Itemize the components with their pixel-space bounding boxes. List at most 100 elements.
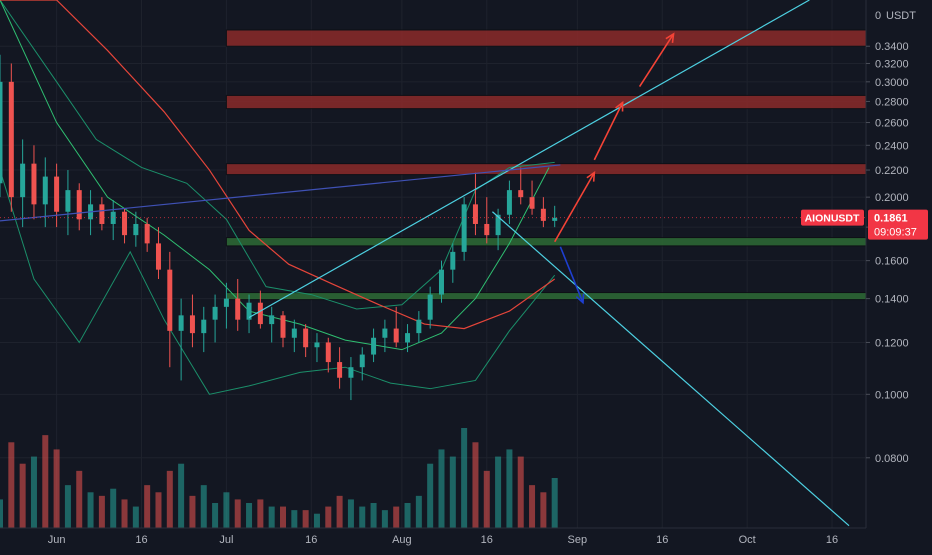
arrow-head: [586, 171, 596, 182]
volume-bar: [223, 492, 230, 528]
time-axis-background: [0, 528, 932, 550]
volume-bar: [325, 506, 332, 528]
volume-bar: [0, 499, 3, 528]
price-tick-label: 0.3200: [875, 58, 909, 70]
candle-body: [416, 319, 422, 334]
arrow-head: [665, 32, 675, 43]
time-tick-label: 16: [305, 534, 317, 546]
candlesticks[interactable]: [0, 54, 558, 401]
volume-bar: [19, 463, 26, 528]
price-tick-label: 0.3000: [875, 77, 909, 89]
volume-bar: [144, 485, 151, 528]
volume-bar: [415, 495, 422, 528]
volume-bar: [87, 492, 94, 528]
candle-body: [314, 342, 320, 348]
candle-body: [382, 328, 388, 338]
candle-body: [291, 328, 297, 338]
time-tick-label: Jul: [219, 534, 233, 546]
volume-bar: [461, 428, 468, 528]
volume-bar: [268, 506, 275, 528]
price-tick-label: 0.3400: [875, 41, 909, 53]
price-tag: [868, 209, 928, 240]
volume-bar: [427, 463, 434, 528]
volume-bar: [529, 485, 536, 528]
candle-body: [110, 211, 116, 224]
candle-body: [540, 208, 546, 221]
trend-line: [248, 0, 810, 319]
candle-body: [325, 342, 331, 363]
volume-bar: [370, 503, 377, 528]
candle-body: [371, 337, 377, 355]
candle-body: [529, 197, 535, 209]
price-axis[interactable]: 0.3400 0.3200 0.3000 0.2800 0.2600 0.2400 0.22…: [865, 0, 932, 550]
time-tick-label: Oct: [739, 534, 756, 546]
candle-body: [42, 176, 48, 205]
price-axis-background: [866, 0, 932, 550]
symbol-tag: [801, 209, 864, 226]
candle-body: [506, 190, 512, 215]
price-tick-label: 0.2600: [875, 118, 909, 130]
indicator-lines: [0, 0, 556, 395]
price-tick-label: 0.1400: [875, 294, 909, 306]
volume-bar: [30, 456, 37, 528]
arrow-head: [575, 293, 585, 305]
volume-bar: [178, 463, 185, 528]
candle-body: [99, 204, 105, 224]
time-tick-label: Jun: [48, 534, 66, 546]
candle-body: [155, 243, 161, 270]
volume-bar: [517, 456, 524, 528]
candle-body: [31, 163, 37, 205]
candle-body: [212, 306, 218, 320]
candle-body: [144, 223, 150, 244]
candle-body: [246, 302, 252, 320]
time-tick-label: Sep: [568, 534, 588, 546]
volume-bar: [98, 495, 105, 528]
candle-body: [495, 214, 501, 236]
volume-bar: [393, 506, 400, 528]
volume-bar: [506, 449, 513, 528]
support-zone: [225, 237, 867, 247]
volume-bar: [381, 510, 388, 528]
volume-bar: [313, 513, 320, 528]
price-tick-label: 0.1200: [875, 337, 909, 349]
volume-bar: [540, 492, 547, 528]
candle-body: [393, 328, 399, 343]
volume-bar: [189, 495, 196, 528]
volume-bar: [438, 449, 445, 528]
volume-bar: [76, 470, 83, 528]
volume-bars: [0, 428, 558, 528]
projection-arrow: [553, 172, 596, 243]
time-tick-label: 16: [826, 534, 838, 546]
candle-body: [269, 315, 275, 325]
candle-body: [76, 190, 82, 220]
volume-bar: [257, 499, 264, 528]
volume-bar: [347, 499, 354, 528]
candle-body: [280, 315, 286, 338]
candle-body: [0, 81, 3, 184]
moving-average-line: [0, 0, 556, 330]
candle-body: [405, 333, 411, 343]
candle-body: [472, 204, 478, 224]
countdown-label: 09:09:37: [874, 227, 917, 239]
volume-bar: [280, 506, 287, 528]
volume-bar: [551, 478, 558, 528]
volume-bar: [359, 506, 366, 528]
resistance-zone: [225, 94, 867, 110]
volume-bar: [404, 503, 411, 528]
resistance-zone: [225, 29, 867, 47]
time-axis[interactable]: Jun 16 Jul 16 Aug 16 Sep 16 Oct 16: [0, 527, 932, 550]
volume-bar: [166, 470, 173, 528]
price-tick-label: 0.0800: [875, 453, 909, 465]
currency-label: USDT: [886, 10, 916, 22]
time-tick-label: Aug: [392, 534, 412, 546]
volume-bar: [64, 485, 71, 528]
candle-body: [20, 163, 26, 198]
time-tick-label: 16: [135, 534, 147, 546]
projection-arrow: [638, 33, 675, 88]
symbol-tag-label: AIONUSDT: [805, 213, 860, 225]
last-price-tag: AIONUSDT 0.1861 09:09:37: [801, 209, 928, 240]
candle-body: [450, 251, 456, 270]
volume-bar: [302, 510, 309, 528]
candle-body: [257, 302, 263, 325]
